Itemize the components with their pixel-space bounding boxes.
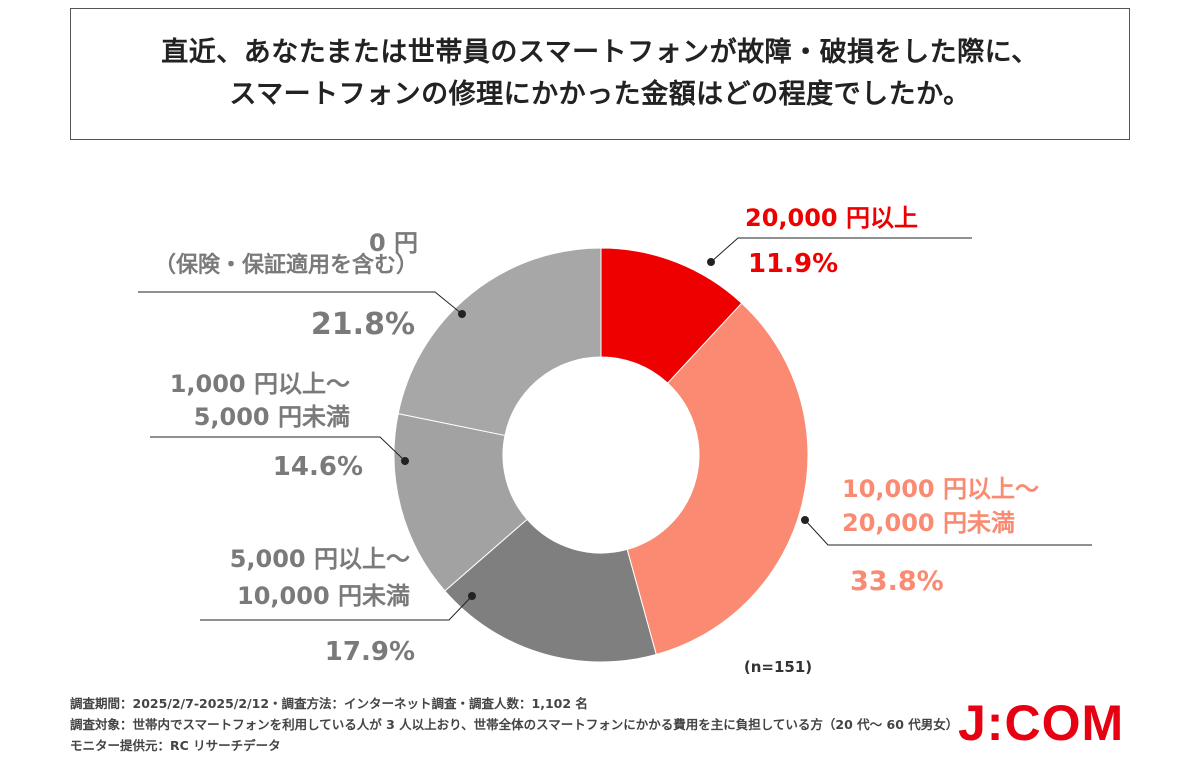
category-label: 10,000 円未満: [237, 582, 410, 610]
jcom-logo: J:COM: [958, 695, 1125, 751]
footer-target: 調査対象：世帯内でスマートフォンを利用している人が 3 人以上おり、世帯全体のス…: [70, 717, 959, 732]
sample-size-note: (n=151): [744, 658, 812, 676]
leader-line: [138, 291, 463, 315]
category-label: 1,000 円以上～: [170, 370, 350, 398]
title-line-1: 直近、あなたまたは世帯員のスマートフォンが故障・破損をした際に、: [161, 37, 1039, 68]
donut-slice: [444, 518, 657, 663]
data-label: 11.9%: [748, 249, 838, 279]
leader-line: [710, 237, 972, 263]
data-label: 17.9%: [325, 637, 415, 667]
category-label: 20,000 円未満: [842, 509, 1015, 537]
leader-line: [150, 436, 406, 462]
leader-line: [804, 519, 1092, 546]
data-label: 21.8%: [311, 307, 415, 342]
donut-slice: [397, 247, 602, 437]
donut-slice: [393, 413, 528, 592]
leader-line: [200, 595, 473, 621]
title-box: 直近、あなたまたは世帯員のスマートフォンが故障・破損をした際に、 スマートフォン…: [70, 8, 1130, 140]
footer-provider: モニター提供元：RC リサーチデータ: [70, 738, 281, 753]
title-line-2: スマートフォンの修理にかかった金額はどの程度でしたか。: [229, 79, 971, 110]
category-label: （保険・保証適用を含む）: [154, 252, 418, 278]
footer-period: 調査期間：2025/2/7-2025/2/12・調査方法：インターネット調査・調…: [70, 696, 588, 711]
survey-footer: 調査期間：2025/2/7-2025/2/12・調査方法：インターネット調査・調…: [70, 693, 958, 756]
donut-slice: [626, 302, 809, 656]
category-label: 5,000 円未満: [194, 403, 350, 431]
data-label: 33.8%: [850, 566, 944, 597]
category-label: 10,000 円以上～: [842, 475, 1039, 503]
category-label: 0 円: [369, 229, 418, 257]
data-label: 14.6%: [273, 452, 363, 482]
category-label: 5,000 円以上～: [230, 545, 410, 573]
category-label: 20,000 円以上: [745, 204, 918, 232]
